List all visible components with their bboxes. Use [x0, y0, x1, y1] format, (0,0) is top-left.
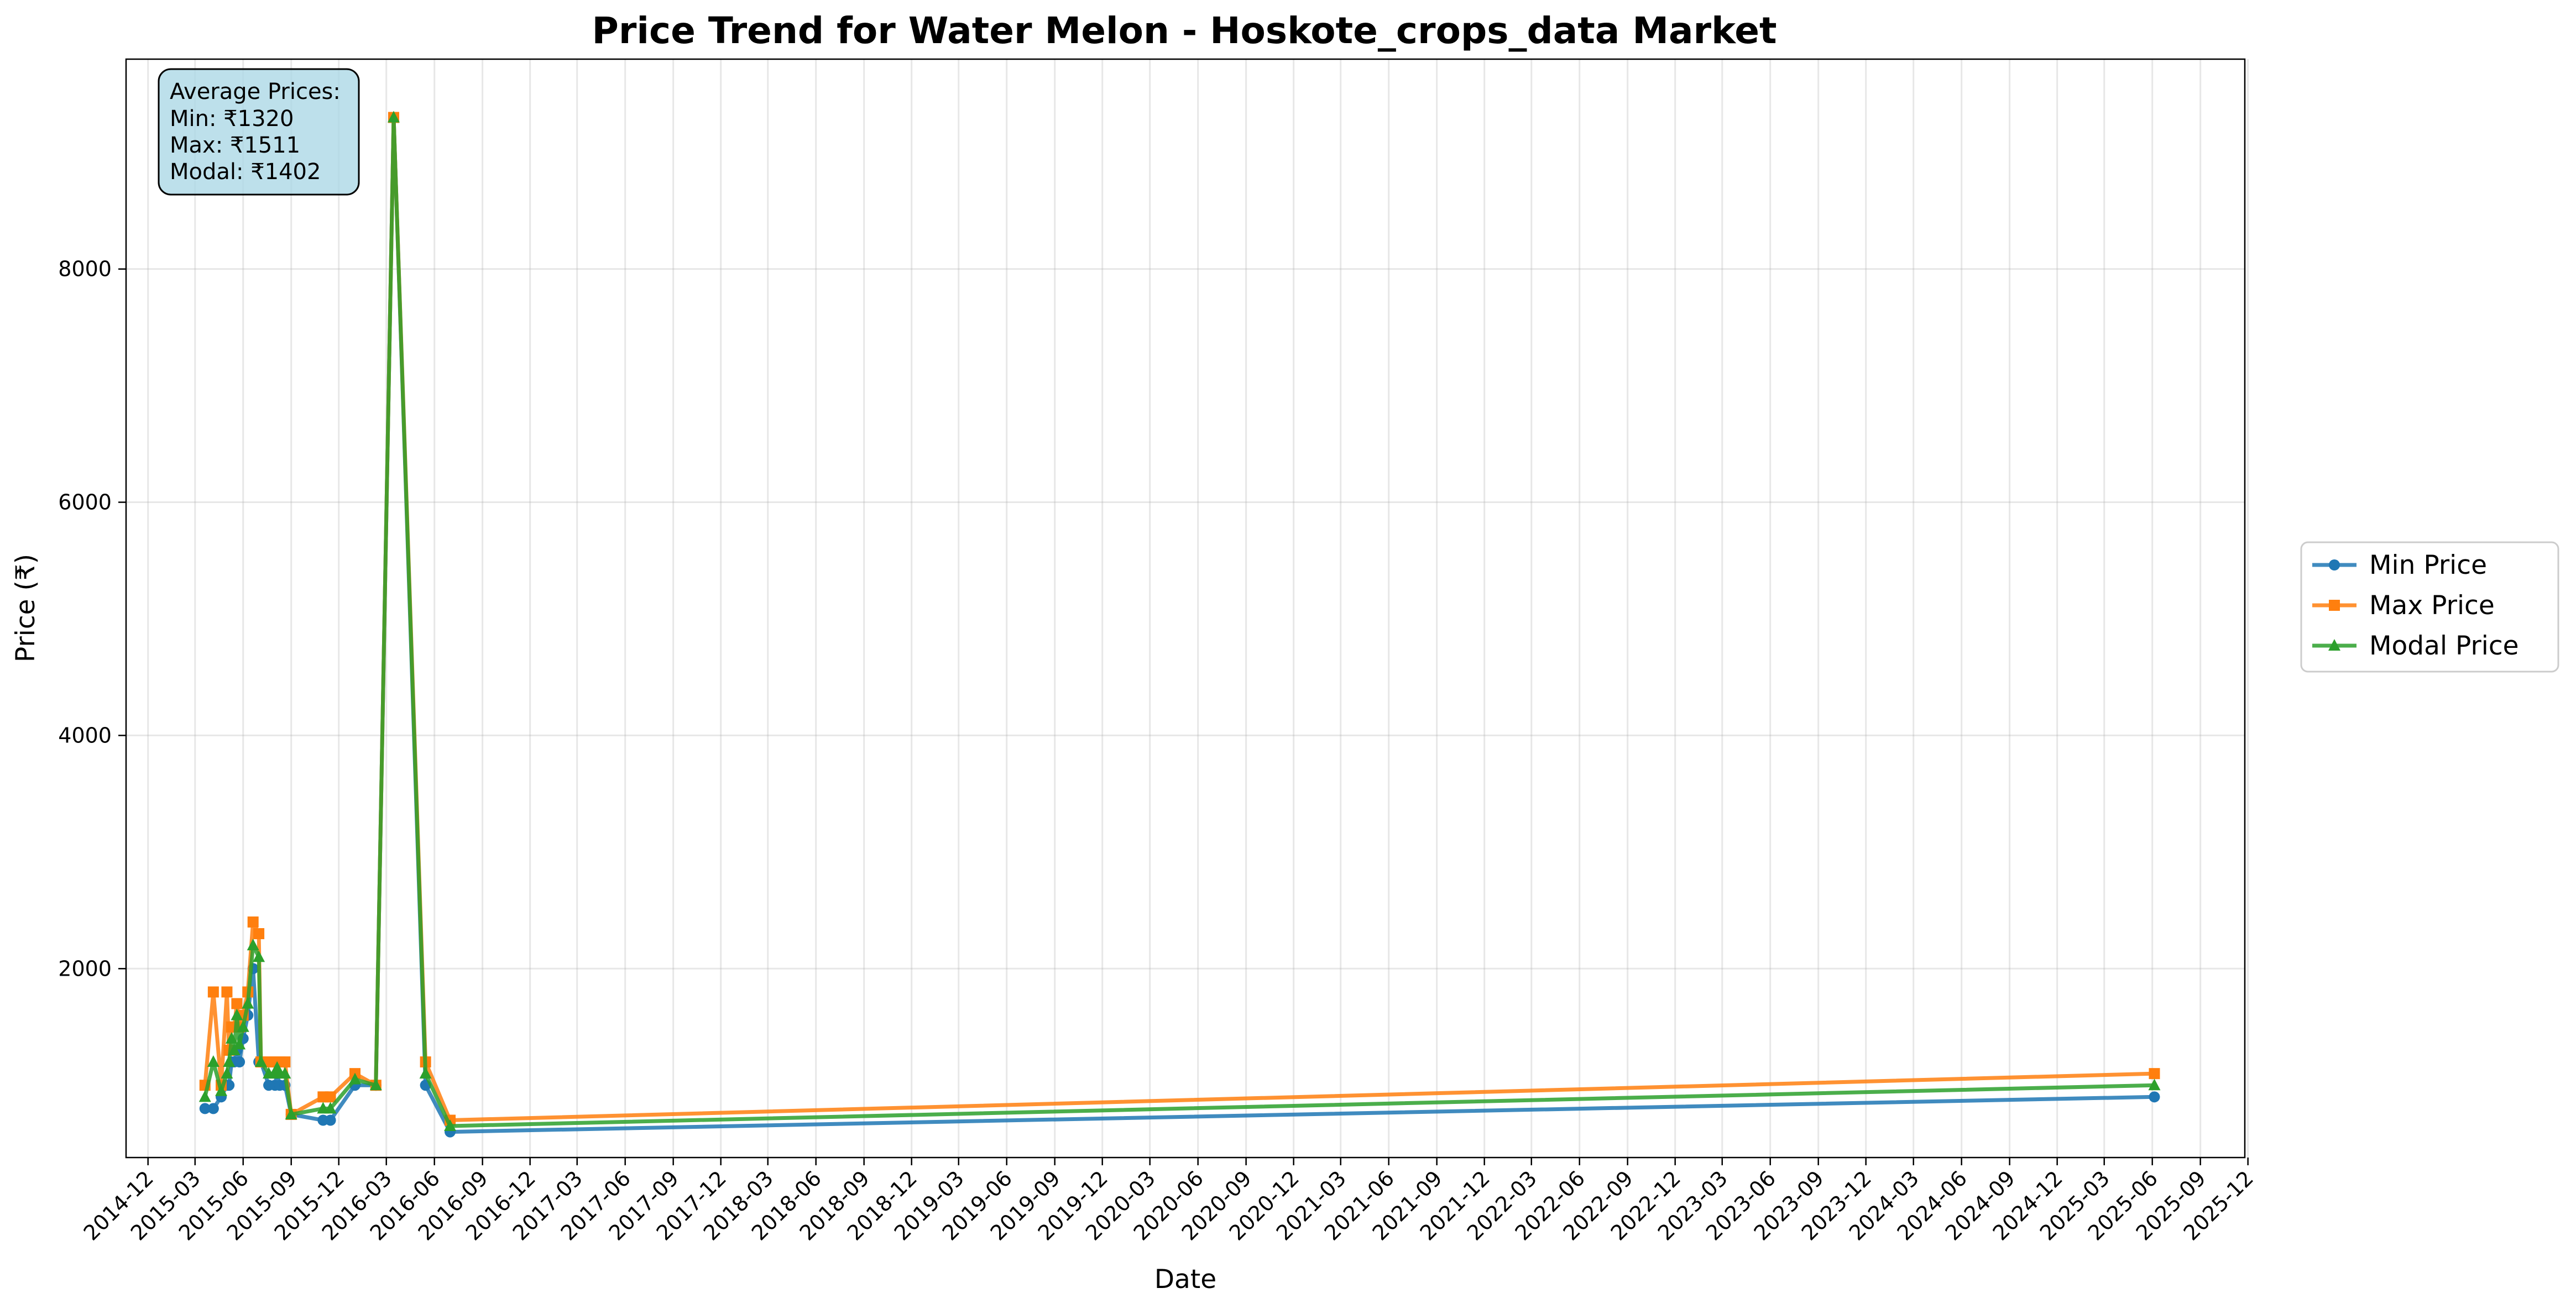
- modal-price-point: [324, 1102, 337, 1114]
- min-price-point: [325, 1114, 336, 1126]
- max-price-point: [2149, 1068, 2160, 1080]
- legend: Min Price Max Price Modal Price: [2300, 541, 2559, 673]
- stats-box-min: Min: ₹1320: [170, 106, 294, 132]
- modal-price-point: [253, 950, 265, 962]
- modal-price-point: [221, 1067, 233, 1079]
- max-price-point: [325, 1091, 336, 1103]
- series-layer: [198, 111, 2161, 1138]
- modal-price-point: [207, 1055, 220, 1067]
- modal-price-point: [223, 1055, 236, 1067]
- min-price-point: [234, 1056, 245, 1068]
- min-price-point: [207, 1103, 219, 1114]
- stats-box-title: Average Prices:: [170, 79, 341, 104]
- modal-price-point: [387, 111, 400, 123]
- y-axis-ticks: 2000 4000 6000 8000: [58, 257, 126, 981]
- stats-box-max: Max: ₹1511: [170, 133, 300, 158]
- max-price-point: [207, 986, 219, 998]
- modal-price-point: [369, 1078, 382, 1091]
- modal-price-point: [231, 1008, 243, 1020]
- max-price-point: [247, 916, 259, 928]
- modal-price-point: [215, 1084, 228, 1096]
- series-modal-price: [198, 111, 2161, 1132]
- gridlines: [126, 59, 2249, 1158]
- legend-frame: [2300, 541, 2559, 673]
- modal-price-point: [254, 1055, 267, 1067]
- x-axis-label: Date: [1154, 1264, 1216, 1295]
- chart-title: Price Trend for Water Melon - Hoskote_cr…: [592, 9, 1776, 52]
- modal-price-point: [225, 1032, 238, 1044]
- y-axis-label: Price (₹): [11, 554, 41, 662]
- modal-price-point: [444, 1119, 457, 1132]
- legend-label: Modal Price: [2369, 631, 2519, 661]
- legend-item-max-price: Max Price: [2312, 590, 2495, 621]
- modal-price-line: [203, 116, 2155, 1128]
- y-tick-label: 8000: [58, 257, 112, 281]
- legend-label: Max Price: [2369, 590, 2495, 621]
- modal-price-point: [237, 1020, 249, 1032]
- modal-price-point: [419, 1067, 432, 1079]
- min-price-point: [199, 1103, 211, 1114]
- y-tick-label: 4000: [58, 723, 112, 747]
- max-price-point: [253, 928, 265, 940]
- y-tick-label: 6000: [58, 490, 112, 515]
- modal-price-point: [233, 1038, 246, 1050]
- stats-box-background: [158, 68, 360, 196]
- legend-item-min-price: Min Price: [2312, 550, 2487, 580]
- modal-price-point: [242, 997, 254, 1009]
- modal-price-point: [2148, 1078, 2161, 1091]
- min-price-point: [2149, 1091, 2160, 1103]
- max-price-point: [221, 986, 233, 998]
- modal-price-point: [349, 1072, 362, 1085]
- legend-item-modal-price: Modal Price: [2312, 631, 2519, 661]
- legend-items: Min Price Max Price Modal Price: [2312, 550, 2519, 661]
- legend-label: Min Price: [2369, 550, 2487, 580]
- plot-area-frame: [125, 58, 2246, 1159]
- modal-price-point: [279, 1067, 291, 1079]
- y-tick-label: 2000: [58, 956, 112, 981]
- stats-box-modal: Modal: ₹1402: [170, 159, 321, 185]
- legend-swatch-marker: [2329, 559, 2340, 570]
- legend-swatch-marker: [2329, 600, 2340, 611]
- modal-price-point: [247, 939, 259, 951]
- stats-box: Average Prices: Min: ₹1320 Max: ₹1511 Mo…: [158, 68, 360, 196]
- modal-price-point: [285, 1107, 297, 1119]
- max-price-point: [231, 998, 243, 1009]
- legend-swatch-marker: [2328, 639, 2340, 651]
- modal-price-point: [228, 1043, 241, 1055]
- max-price-point: [279, 1056, 291, 1068]
- modal-price-point: [198, 1090, 211, 1102]
